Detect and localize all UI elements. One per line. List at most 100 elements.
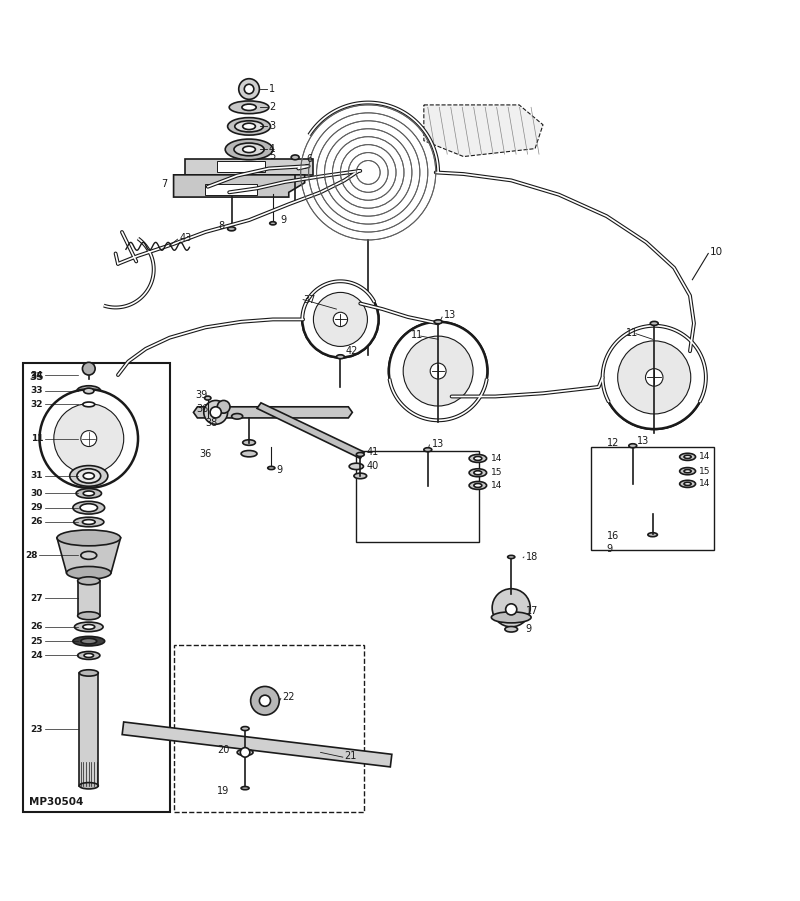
Ellipse shape [79,783,98,789]
Circle shape [210,407,222,418]
Circle shape [314,293,367,346]
Ellipse shape [84,388,94,394]
Circle shape [314,293,367,346]
Circle shape [39,389,138,487]
Bar [356,450,479,542]
Ellipse shape [434,320,442,323]
Text: 15: 15 [698,467,710,476]
Ellipse shape [469,469,486,477]
Ellipse shape [83,473,94,479]
Ellipse shape [228,227,235,231]
Ellipse shape [242,105,256,111]
Circle shape [81,431,97,447]
Text: 34: 34 [30,370,43,379]
Ellipse shape [424,448,432,451]
Ellipse shape [242,440,255,445]
Text: 4: 4 [269,144,275,154]
Bar [206,185,257,195]
Text: 13: 13 [637,436,649,446]
Circle shape [602,326,706,429]
Text: 40: 40 [366,461,379,471]
Ellipse shape [74,400,104,409]
Text: 39: 39 [195,390,207,400]
Circle shape [646,369,663,387]
Text: 26: 26 [30,623,43,632]
Polygon shape [122,722,392,767]
Ellipse shape [684,455,691,459]
Ellipse shape [81,551,97,560]
Ellipse shape [79,669,98,676]
Ellipse shape [231,414,242,419]
Ellipse shape [474,470,482,475]
Text: 13: 13 [444,311,456,321]
Polygon shape [174,175,305,197]
Ellipse shape [356,452,364,457]
Ellipse shape [234,143,264,156]
Ellipse shape [76,488,102,498]
Text: 10: 10 [710,247,723,257]
Ellipse shape [83,624,94,629]
Circle shape [334,313,347,326]
Text: 14: 14 [698,452,710,461]
Ellipse shape [680,453,695,460]
Text: 33: 33 [30,387,43,396]
Circle shape [430,363,446,379]
Polygon shape [194,407,352,418]
Bar [78,581,100,615]
Ellipse shape [469,454,486,462]
Ellipse shape [84,653,94,658]
Ellipse shape [73,636,105,646]
Polygon shape [257,403,364,459]
Text: 32: 32 [30,400,43,409]
Ellipse shape [78,612,100,620]
Circle shape [82,362,95,375]
Bar [174,645,364,812]
Text: 37: 37 [303,295,315,305]
Bar [79,673,98,786]
Ellipse shape [83,402,94,407]
Text: 5: 5 [269,150,275,160]
Ellipse shape [242,146,255,152]
Text: 9: 9 [606,544,613,554]
Ellipse shape [337,355,344,359]
Ellipse shape [684,482,691,486]
Text: 19: 19 [218,786,230,796]
Ellipse shape [205,396,211,400]
Ellipse shape [77,469,101,483]
Ellipse shape [57,530,121,546]
Ellipse shape [242,123,255,130]
Text: 43: 43 [179,232,191,242]
Circle shape [54,404,124,474]
Text: 14: 14 [698,479,710,488]
Circle shape [238,78,259,99]
Ellipse shape [291,155,299,159]
Circle shape [492,588,530,627]
Polygon shape [424,105,543,157]
Bar [590,447,714,550]
Circle shape [602,326,706,429]
Circle shape [646,369,663,387]
Text: 35: 35 [29,372,43,382]
Ellipse shape [73,501,105,514]
Text: 21: 21 [344,751,357,761]
Text: 18: 18 [526,552,538,562]
Text: 12: 12 [606,438,619,448]
Text: 41: 41 [366,447,379,457]
Ellipse shape [241,787,249,790]
Text: 15: 15 [490,469,502,478]
Text: 9: 9 [526,624,532,634]
Ellipse shape [680,468,695,475]
Ellipse shape [505,626,518,632]
Ellipse shape [648,532,658,537]
Text: 23: 23 [30,724,43,733]
Circle shape [204,400,228,424]
Circle shape [389,322,487,420]
Text: 24: 24 [30,651,43,660]
Polygon shape [57,538,121,573]
Polygon shape [186,159,313,175]
Ellipse shape [74,622,103,632]
Ellipse shape [241,450,257,457]
Circle shape [430,363,446,379]
Ellipse shape [491,612,531,623]
Text: 36: 36 [197,405,209,414]
